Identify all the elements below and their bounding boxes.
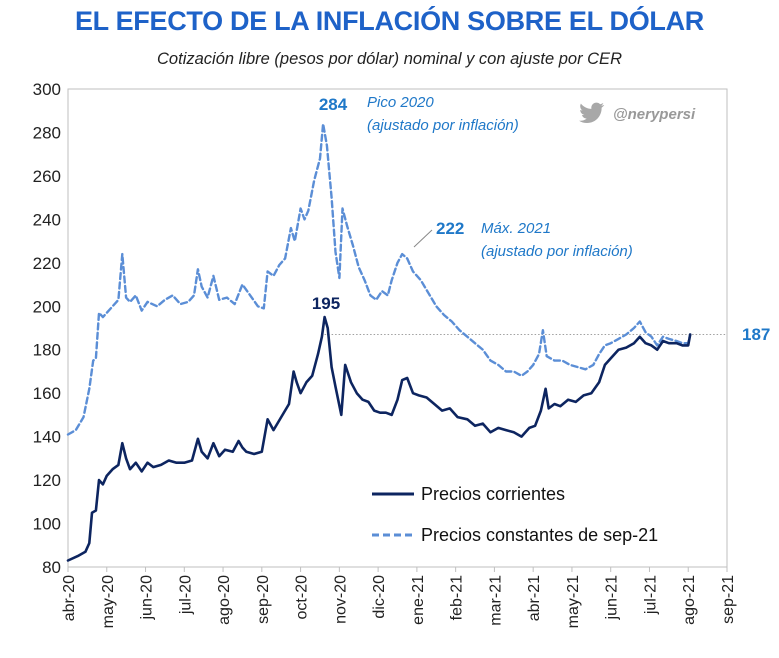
- legend-label-nominal: Precios corrientes: [421, 484, 565, 504]
- y-tick-label: 200: [33, 297, 61, 316]
- annotation-peak-nominal-value: 195: [312, 294, 340, 313]
- series-line-nominal: [66, 315, 692, 562]
- y-tick-label: 280: [33, 123, 61, 142]
- annotation-peak-2020-label: Pico 2020: [367, 94, 434, 111]
- y-tick-label: 100: [33, 515, 61, 534]
- x-tick-label: sep-20: [255, 575, 272, 624]
- twitter-bird-icon: [579, 102, 605, 123]
- y-tick-label: 140: [33, 428, 61, 447]
- plot-frame: [67, 88, 728, 568]
- x-tick-label: may-21: [565, 575, 582, 628]
- annotation-max-2021-note: (ajustado por inflación): [481, 243, 633, 260]
- x-tick-label: jun-20: [139, 575, 156, 621]
- annotation-peak-2020-value: 284: [319, 95, 348, 114]
- y-tick-label: 160: [33, 384, 61, 403]
- y-tick-label: 240: [33, 210, 61, 229]
- twitter-handle: @nerypersi: [613, 106, 696, 123]
- y-tick-label: 220: [33, 254, 61, 273]
- y-tick-label: 180: [33, 341, 61, 360]
- x-tick-label: sep-21: [720, 575, 737, 624]
- y-tick-label: 120: [33, 471, 61, 490]
- x-tick-label: jul-21: [642, 575, 659, 615]
- annotation-max-2021-value: 222: [436, 219, 464, 238]
- y-tick-label: 300: [33, 80, 61, 99]
- x-tick-label: ago-21: [681, 575, 698, 625]
- x-tick-label: abr-20: [61, 575, 78, 621]
- x-tick-label: feb-21: [449, 575, 466, 620]
- x-tick-label: mar-21: [487, 575, 504, 626]
- x-tick-label: ago-20: [216, 575, 233, 625]
- series-line-real: [66, 122, 692, 436]
- x-tick-label: nov-20: [332, 575, 349, 624]
- legend-label-real: Precios constantes de sep-21: [421, 525, 658, 545]
- x-tick-label: may-20: [100, 575, 117, 628]
- x-tick-label: dic-20: [371, 575, 388, 619]
- annotation-max-2021-leader: [413, 229, 433, 248]
- annotation-end-value: 187: [742, 325, 770, 344]
- legend: Precios corrientes Precios constantes de…: [372, 484, 658, 545]
- twitter-watermark: @nerypersi: [579, 102, 696, 123]
- y-tick-label: 80: [42, 558, 61, 577]
- annotation-peak-2020-note: (ajustado por inflación): [367, 117, 519, 134]
- x-tick-label: jul-20: [177, 575, 194, 615]
- y-tick-label: 260: [33, 167, 61, 186]
- x-tick-label: jun-21: [604, 575, 621, 621]
- annotation-max-2021-label: Máx. 2021: [481, 220, 551, 237]
- x-tick-label: oct-20: [294, 575, 311, 620]
- chart-title: EL EFECTO DE LA INFLACIÓN SOBRE EL DÓLAR: [74, 6, 705, 36]
- x-tick-label: ene-21: [410, 575, 427, 625]
- chart-subtitle: Cotización libre (pesos por dólar) nomin…: [157, 50, 622, 68]
- x-tick-label: abr-21: [526, 575, 543, 621]
